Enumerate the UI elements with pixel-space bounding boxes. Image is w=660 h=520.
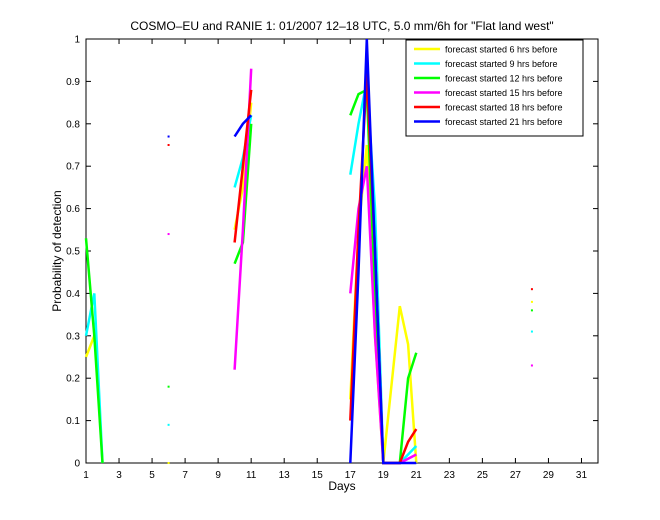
data-point	[167, 423, 170, 426]
x-tick-label: 1	[83, 470, 89, 481]
data-point	[167, 135, 170, 138]
y-tick-label: 0.5	[66, 247, 80, 258]
y-tick-label: 0.1	[66, 416, 80, 427]
y-tick-label: 0.6	[66, 204, 80, 215]
series-line	[233, 89, 253, 243]
y-tick-label: 0	[74, 459, 80, 470]
series-line	[233, 114, 253, 138]
chart-title: COSMO–EU and RANIE 1: 01/2007 12–18 UTC,…	[130, 19, 553, 33]
data-point	[530, 309, 533, 312]
x-tick-label: 11	[246, 470, 257, 481]
y-tick-label: 0.9	[66, 77, 80, 88]
x-tick-label: 3	[116, 470, 122, 481]
legend-entry-label: forecast started 21 hrs before	[445, 117, 563, 127]
legend: forecast started 6 hrs before forecast st…	[405, 39, 584, 137]
x-tick-label: 9	[215, 470, 221, 481]
data-point	[167, 462, 170, 464]
series-layer	[84, 38, 533, 465]
data-point	[167, 233, 170, 236]
y-tick-label: 0.4	[66, 289, 80, 300]
y-tick-label: 1	[74, 35, 80, 46]
y-tick-label: 0.8	[66, 119, 80, 130]
series-line	[84, 335, 96, 358]
data-point	[167, 385, 170, 388]
data-point	[530, 288, 533, 291]
legend-entry-label: forecast started 6 hrs before	[445, 45, 558, 55]
x-tick-label: 21	[411, 470, 423, 481]
y-tick-label: 0.7	[66, 162, 80, 173]
y-tick-label: 0.2	[66, 374, 80, 385]
data-point	[167, 144, 170, 146]
x-tick-label: 23	[444, 470, 456, 481]
series-line	[349, 38, 417, 465]
x-tick-label: 25	[477, 470, 489, 481]
x-tick-label: 15	[312, 470, 324, 481]
x-tick-label: 7	[182, 470, 188, 481]
legend-box	[405, 39, 584, 137]
x-axis-ticks: 1 3 5 7 9 11 13 15 17 19 21 23 25 27 29 31	[83, 39, 587, 481]
x-tick-label: 19	[378, 470, 390, 481]
legend-entry-label: forecast started 12 hrs before	[445, 74, 563, 84]
legend-entry-label: forecast started 18 hrs before	[445, 103, 563, 113]
series-line	[84, 238, 104, 464]
data-point	[530, 364, 533, 367]
data-point	[530, 300, 533, 303]
y-axis-label: Probability of detection	[50, 190, 64, 311]
x-tick-label: 27	[510, 470, 522, 481]
data-point	[530, 330, 533, 333]
x-axis-label: Days	[328, 479, 355, 493]
x-tick-label: 31	[576, 470, 588, 481]
legend-entry-label: forecast started 9 hrs before	[445, 59, 558, 69]
legend-entry-label: forecast started 15 hrs before	[445, 88, 563, 98]
x-tick-label: 5	[149, 470, 155, 481]
x-tick-label: 13	[279, 470, 291, 481]
y-axis-ticks: 0 0.1 0.2 0.3 0.4 0.5 0.6 0.7 0.8 0.9 1	[66, 35, 598, 470]
y-tick-label: 0.3	[66, 331, 80, 342]
x-tick-label: 17	[345, 470, 357, 481]
x-tick-label: 29	[543, 470, 555, 481]
